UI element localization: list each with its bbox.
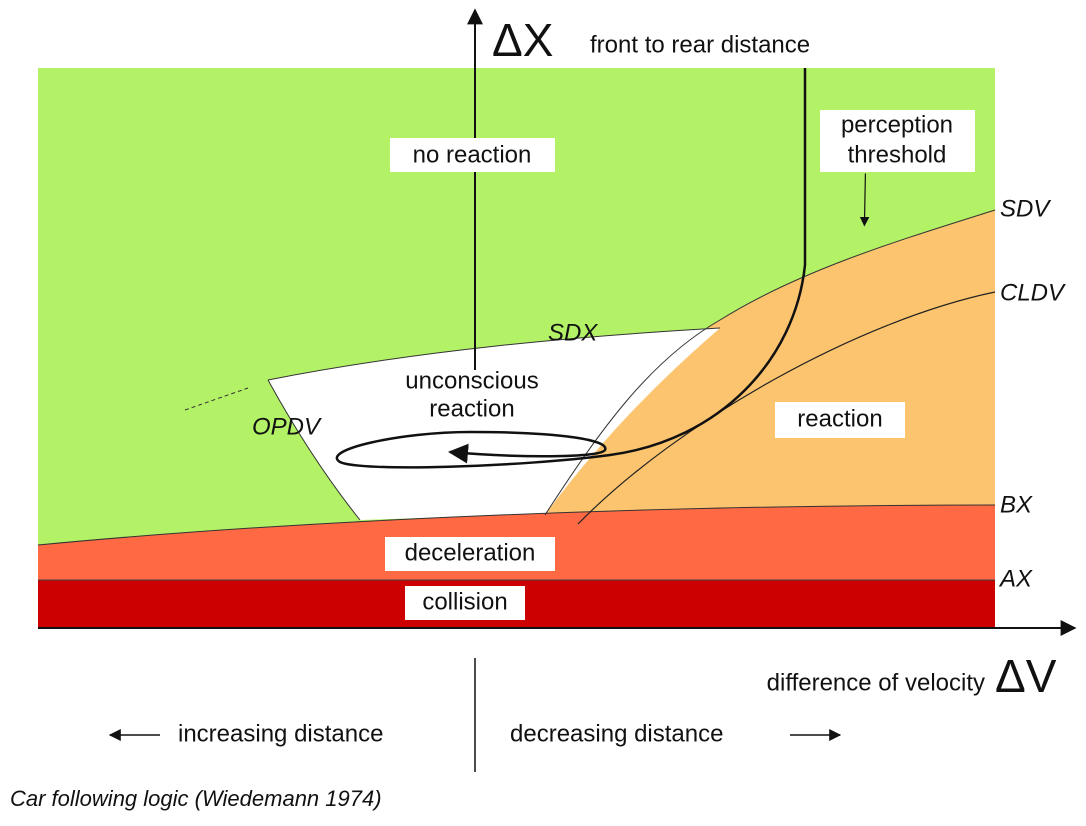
bx-line (37, 504, 996, 546)
caption: Car following logic (Wiedemann 1974) (10, 786, 382, 811)
region-label: unconscious (405, 367, 538, 394)
region-label: collision (422, 588, 507, 615)
x-label: difference of velocity (767, 669, 985, 696)
sdv-line (544, 209, 996, 516)
reaction-region (545, 210, 995, 515)
region-label: no reaction (413, 141, 532, 168)
threshold-label: CLDV (1000, 279, 1066, 306)
label-box (405, 586, 525, 620)
unconscious-region (268, 328, 720, 520)
sdx-line (267, 327, 721, 381)
threshold-label: BX (1000, 491, 1033, 518)
cldv-line (577, 291, 996, 525)
direction-label: decreasing distance (510, 720, 723, 747)
threshold-label: OPDV (252, 413, 322, 440)
trajectory (335, 68, 807, 469)
region-label: reaction (429, 395, 514, 422)
threshold-label: SDX (548, 319, 598, 346)
threshold-label: SDV (1000, 195, 1051, 222)
opdv-line (267, 379, 361, 521)
label-box (385, 537, 555, 571)
region-label: deceleration (405, 539, 536, 566)
annotation: perception (841, 111, 953, 138)
region-label: reaction (797, 405, 882, 432)
y-label: front to rear distance (590, 31, 810, 58)
label-box (775, 402, 905, 438)
perception-arrow (859, 173, 870, 227)
label-box (820, 110, 975, 172)
x-symbol: ΔV (995, 650, 1057, 702)
label-box (390, 138, 555, 172)
annotation: threshold (848, 141, 947, 168)
direction-label: increasing distance (178, 720, 383, 747)
y-symbol: ΔX (492, 14, 553, 66)
threshold-label: AX (998, 565, 1033, 592)
